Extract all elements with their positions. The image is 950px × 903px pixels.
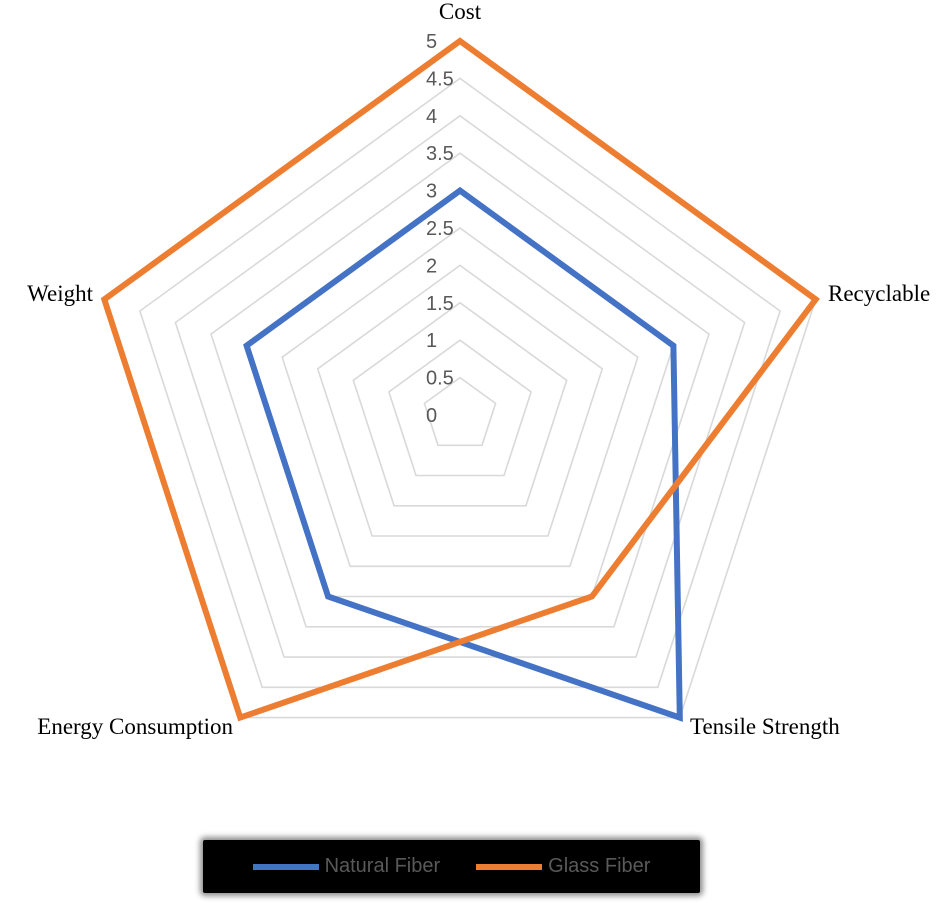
tick-label-5: 2.5 xyxy=(426,218,454,240)
category-labels: Cost Recyclable Tensile Strength Energy … xyxy=(27,0,930,739)
tick-label-2: 1 xyxy=(426,330,437,352)
series-lines xyxy=(100,37,820,722)
tick-label-7: 3.5 xyxy=(426,143,454,165)
category-label-weight: Weight xyxy=(27,281,93,306)
category-label-energy-consumption: Energy Consumption xyxy=(37,714,233,739)
category-label-tensile-strength: Tensile Strength xyxy=(690,714,840,739)
grid-ring-1 xyxy=(423,376,497,447)
legend-swatch-natural-fiber xyxy=(252,863,319,870)
tick-label-6: 3 xyxy=(426,181,437,203)
grid-ring-3 xyxy=(352,301,568,507)
tick-label-0: 0 xyxy=(426,405,437,427)
category-label-recyclable: Recyclable xyxy=(828,281,930,306)
grid-ring-4 xyxy=(316,264,604,537)
series-line-1 xyxy=(100,37,820,722)
legend-swatch-glass-fiber xyxy=(476,863,543,870)
legend: Natural Fiber Glass Fiber xyxy=(203,840,700,893)
grid-ring-2 xyxy=(387,339,533,477)
grid-rings xyxy=(103,40,817,719)
tick-label-1: 0.5 xyxy=(426,368,454,390)
tick-label-3: 1.5 xyxy=(426,293,454,315)
grid-ring-9 xyxy=(138,77,782,689)
tick-label-10: 5 xyxy=(426,31,437,53)
grid-ring-5 xyxy=(281,227,639,568)
series-line-0 xyxy=(243,186,683,722)
tick-label-8: 4 xyxy=(426,106,437,128)
legend-label-glass-fiber: Glass Fiber xyxy=(548,855,651,877)
legend-label-natural-fiber: Natural Fiber xyxy=(324,855,441,877)
tick-label-9: 4.5 xyxy=(426,68,454,90)
grid-ring-8 xyxy=(174,114,746,658)
radial-tick-labels: 0 0.5 1 1.5 2 2.5 3 3.5 4 4.5 5 xyxy=(426,31,454,427)
grid-ring-7 xyxy=(210,152,710,628)
grid-ring-10 xyxy=(103,40,817,719)
tick-label-4: 2 xyxy=(426,255,437,277)
category-label-cost: Cost xyxy=(439,0,482,24)
legend-item-natural-fiber: Natural Fiber xyxy=(252,855,441,878)
legend-item-glass-fiber: Glass Fiber xyxy=(476,855,650,878)
